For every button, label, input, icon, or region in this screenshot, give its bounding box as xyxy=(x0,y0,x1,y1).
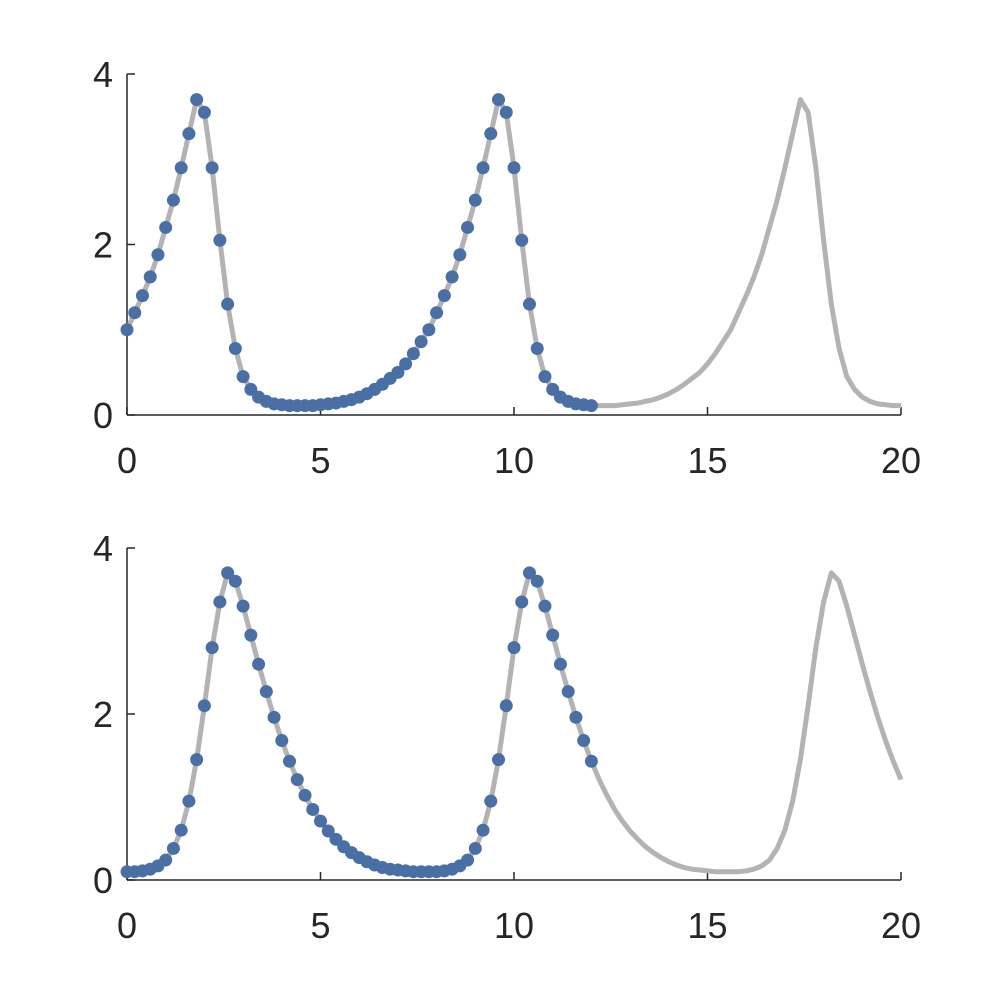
data-point xyxy=(445,270,459,284)
x-tick-label: 20 xyxy=(881,905,921,946)
y-tick-label: 4 xyxy=(93,528,113,569)
data-point xyxy=(205,161,219,175)
data-point xyxy=(252,657,266,671)
data-point xyxy=(244,628,258,642)
data-point xyxy=(584,399,598,413)
data-point xyxy=(321,824,335,838)
data-point xyxy=(461,853,475,867)
data-point xyxy=(507,641,521,655)
data-point xyxy=(422,323,436,337)
data-point xyxy=(569,710,583,724)
data-point xyxy=(561,685,575,699)
data-point xyxy=(406,347,420,361)
data-point xyxy=(499,105,513,119)
data-point xyxy=(290,773,304,787)
data-point xyxy=(197,105,211,119)
x-tick-label: 15 xyxy=(687,440,727,481)
subplot: 0 5 10 15 20 0 2 4 xyxy=(93,54,921,481)
data-point xyxy=(522,566,536,580)
x-tick-label: 5 xyxy=(310,905,330,946)
x-tick-label: 20 xyxy=(881,440,921,481)
data-point xyxy=(522,297,536,311)
data-point xyxy=(476,823,490,837)
data-point xyxy=(453,248,467,262)
data-point xyxy=(190,93,204,107)
data-point xyxy=(213,233,227,247)
y-tick-label: 2 xyxy=(93,694,113,735)
data-point xyxy=(298,788,312,802)
data-point xyxy=(507,161,521,175)
data-point xyxy=(221,566,235,580)
data-point xyxy=(468,193,482,207)
data-point xyxy=(476,161,490,175)
y-tick-label: 4 xyxy=(93,54,113,95)
data-point xyxy=(538,599,552,613)
subplot: 0 5 10 15 20 0 2 4 xyxy=(93,528,921,946)
data-point xyxy=(174,823,188,837)
data-point xyxy=(275,734,289,748)
data-point xyxy=(205,641,219,655)
data-point xyxy=(577,734,591,748)
x-tick-label: 10 xyxy=(494,905,534,946)
series-line xyxy=(127,570,904,875)
data-point xyxy=(492,93,506,107)
data-point xyxy=(484,127,498,141)
x-tick-label: 5 xyxy=(310,440,330,481)
x-tick-label: 15 xyxy=(687,905,727,946)
data-point xyxy=(228,342,242,356)
data-point xyxy=(515,595,529,609)
data-point xyxy=(553,657,567,671)
data-point xyxy=(190,753,204,767)
data-point xyxy=(468,841,482,855)
y-tick-label: 0 xyxy=(93,860,113,901)
data-point xyxy=(120,323,134,337)
data-point xyxy=(182,794,196,808)
data-point xyxy=(182,127,196,141)
data-point xyxy=(399,357,413,371)
data-point xyxy=(159,220,173,234)
data-point xyxy=(515,233,529,247)
data-point xyxy=(283,754,297,768)
y-tick-label: 2 xyxy=(93,225,113,266)
x-tick-label: 0 xyxy=(117,905,137,946)
data-point xyxy=(213,595,227,609)
data-point xyxy=(314,814,327,828)
x-tick-label: 10 xyxy=(494,440,534,481)
data-point xyxy=(492,753,506,767)
data-point xyxy=(236,599,250,613)
data-point xyxy=(228,574,242,588)
data-point xyxy=(128,306,142,320)
data-point xyxy=(143,270,157,284)
data-point xyxy=(584,754,598,768)
x-tick-label: 0 xyxy=(117,440,137,481)
data-point xyxy=(437,289,451,303)
data-point xyxy=(221,297,235,311)
data-point xyxy=(166,841,180,855)
data-point xyxy=(530,342,544,356)
data-point xyxy=(461,220,475,234)
y-tick-label: 0 xyxy=(93,395,113,436)
data-point xyxy=(135,289,149,303)
data-point xyxy=(174,161,188,175)
data-point xyxy=(414,335,428,349)
data-point xyxy=(530,574,544,588)
data-point xyxy=(546,628,560,642)
data-point xyxy=(236,370,250,384)
data-point xyxy=(197,699,211,713)
data-point xyxy=(306,802,320,816)
data-point xyxy=(166,193,180,207)
data-point xyxy=(151,248,165,262)
data-point xyxy=(538,370,552,384)
data-point xyxy=(259,685,273,699)
data-point xyxy=(159,853,173,867)
data-point xyxy=(267,710,281,724)
data-point xyxy=(484,794,498,808)
series-line xyxy=(124,97,901,409)
data-point xyxy=(391,365,405,379)
data-point xyxy=(499,699,513,713)
data-point xyxy=(430,306,444,320)
